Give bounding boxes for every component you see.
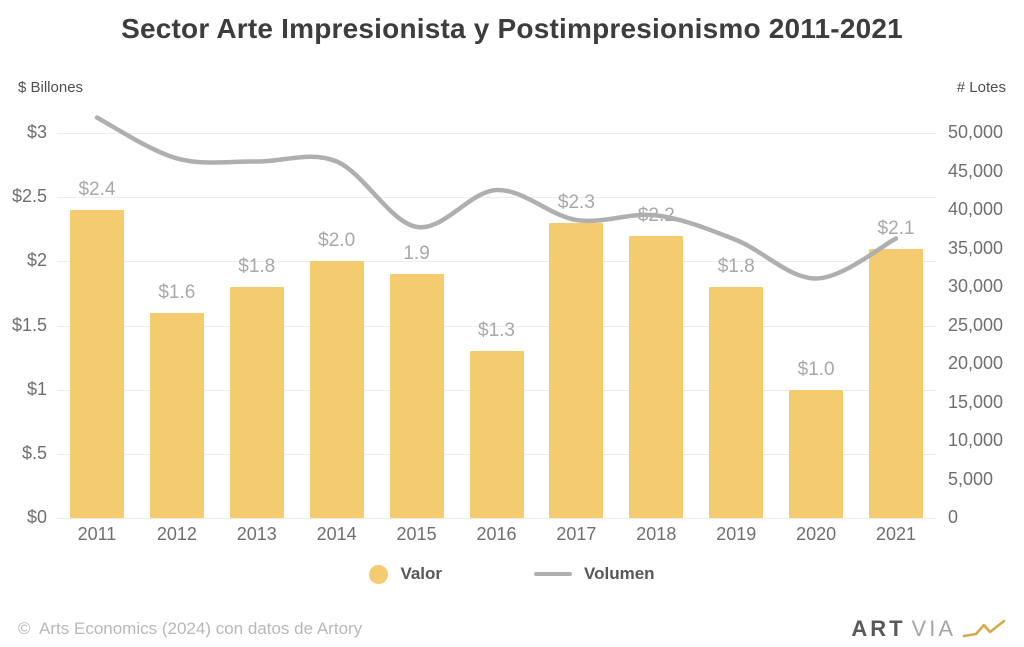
gridline: [57, 261, 936, 263]
zigzag-trend-icon: [962, 619, 1006, 638]
right-axis-tick: 15,000: [948, 391, 1004, 412]
bar-value-label: $1.0: [797, 358, 835, 380]
left-axis-unit-label: $ Billones: [18, 79, 84, 96]
bar-2018: [629, 235, 684, 518]
right-axis-tick: 40,000: [948, 199, 1004, 219]
source-attribution: © Arts Economics (2024) con datos de Art…: [18, 619, 363, 638]
right-axis-tick: 35,000: [948, 237, 1004, 258]
legend-item-valor: Valor: [369, 564, 442, 584]
x-axis-tick-2014: 2014: [316, 524, 357, 544]
valor-circle-swatch-icon: [369, 564, 389, 584]
left-axis-tick: $2.5: [11, 186, 47, 207]
legend: Valor Volumen: [0, 564, 1024, 584]
x-axis-tick-2013: 2013: [236, 524, 277, 544]
left-axis-tick: $0: [26, 507, 47, 527]
bar-2016: [469, 351, 524, 518]
bar-value-label: $2.1: [877, 217, 915, 239]
left-axis-tick: $3: [26, 122, 47, 142]
x-axis-tick-2011: 2011: [77, 524, 117, 544]
left-axis-tick: $2: [26, 250, 47, 271]
bar-value-label: $1.3: [478, 320, 515, 342]
x-axis-tick-2016: 2016: [476, 524, 517, 544]
x-axis-tick-2012: 2012: [156, 524, 197, 544]
chart-title: Sector Arte Impresionista y Postimpresio…: [121, 13, 903, 44]
x-axis-tick-2017: 2017: [556, 524, 597, 544]
volumen-line-swatch-icon: [534, 572, 573, 576]
bar-2020: [789, 389, 844, 518]
legend-item-volumen: Volumen: [534, 564, 655, 584]
left-axis-tick: $1: [26, 378, 47, 399]
left-axis-tick: $1.5: [11, 314, 47, 335]
x-axis-tick-2018: 2018: [636, 524, 677, 544]
brand-text-via: VIA: [911, 616, 956, 641]
brand-logo: ART VIA: [851, 616, 1008, 642]
bar-value-label: $1.6: [158, 281, 196, 303]
right-axis-tick: 30,000: [948, 276, 1004, 296]
bar-2017: [549, 222, 604, 518]
right-axis-unit-label: # Lotes: [956, 79, 1006, 96]
bar-value-label: $1.8: [238, 256, 276, 277]
right-axis-tick: 10,000: [948, 430, 1004, 450]
legend-label-valor: Valor: [400, 564, 443, 583]
bar-value-label: $2.0: [318, 230, 356, 252]
x-axis-tick-2015: 2015: [396, 524, 437, 544]
bar-value-label: $1.8: [717, 256, 755, 277]
bar-value-label: 1.9: [403, 243, 430, 265]
right-axis-tick: 25,000: [948, 314, 1004, 335]
bar-2021: [869, 248, 924, 518]
bar-2012: [149, 312, 204, 518]
bar-2013: [229, 287, 284, 518]
x-axis-tick-2019: 2019: [716, 524, 757, 544]
bar-2015: [389, 274, 444, 518]
gridline: [57, 133, 936, 134]
bar-value-label: $2.4: [78, 179, 116, 200]
bar-2014: [309, 261, 364, 518]
right-axis-tick: 45,000: [948, 160, 1004, 181]
right-axis-tick: 50,000: [948, 122, 1004, 142]
bar-value-label: $2.2: [637, 204, 675, 226]
gridline: [57, 518, 936, 519]
legend-label-volumen: Volumen: [584, 564, 655, 583]
bar-2019: [709, 287, 764, 518]
right-axis-tick: 20,000: [948, 353, 1004, 373]
gridline: [57, 325, 936, 327]
x-axis-tick-2021: 2021: [876, 524, 917, 544]
bar-value-label: $2.3: [557, 191, 595, 213]
left-axis-tick: $.5: [21, 442, 47, 463]
footer: © Arts Economics (2024) con datos de Art…: [0, 613, 1024, 647]
bar-2011: [69, 210, 124, 518]
right-axis-tick: 5,000: [948, 468, 994, 489]
gridline: [57, 197, 936, 199]
brand-text-art: ART: [851, 616, 906, 641]
x-axis-tick-2020: 2020: [796, 524, 837, 544]
right-axis-tick: 0: [948, 507, 959, 527]
